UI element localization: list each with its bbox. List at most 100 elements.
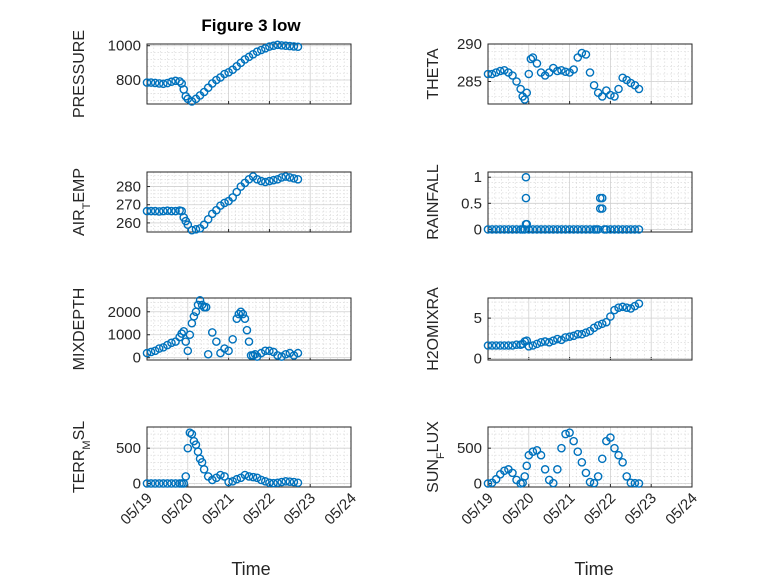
data-point bbox=[171, 206, 180, 216]
x-tick-label: 05/21 bbox=[540, 490, 579, 529]
data-point bbox=[593, 321, 603, 330]
data-point bbox=[557, 443, 566, 453]
data-point bbox=[589, 478, 599, 488]
data-point bbox=[256, 45, 266, 55]
data-point bbox=[500, 225, 509, 234]
data-point bbox=[569, 225, 578, 234]
data-point bbox=[228, 477, 237, 486]
data-point bbox=[167, 77, 176, 87]
data-point bbox=[220, 198, 229, 208]
data-point bbox=[273, 174, 282, 184]
data-point bbox=[524, 69, 534, 79]
data-point bbox=[269, 175, 278, 185]
data-point bbox=[154, 479, 164, 488]
data-point bbox=[244, 472, 254, 481]
data-point bbox=[487, 341, 497, 350]
data-point bbox=[540, 225, 550, 234]
data-point bbox=[483, 225, 493, 234]
y-tick-label: 0 bbox=[133, 475, 141, 492]
data-point bbox=[536, 450, 546, 460]
data-point bbox=[569, 436, 578, 446]
data-point bbox=[548, 225, 558, 234]
data-point bbox=[508, 341, 517, 350]
data-point bbox=[491, 68, 501, 77]
axes-border bbox=[487, 426, 693, 488]
data-point bbox=[261, 477, 270, 486]
data-point bbox=[512, 340, 521, 350]
data-point bbox=[577, 48, 587, 58]
y-tick-label: 500 bbox=[116, 440, 141, 457]
axes-border bbox=[146, 171, 352, 233]
data-point bbox=[175, 77, 184, 86]
data-point bbox=[285, 173, 295, 182]
data-point bbox=[250, 349, 260, 359]
data-point bbox=[256, 176, 266, 186]
data-point bbox=[520, 225, 530, 234]
data-point bbox=[626, 225, 636, 234]
y-axis-label: MIXDEPTH bbox=[71, 288, 88, 371]
y-tick-label: 280 bbox=[116, 179, 141, 196]
data-point bbox=[293, 478, 303, 488]
data-point bbox=[491, 341, 501, 350]
data-point bbox=[528, 225, 538, 234]
data-point bbox=[183, 346, 193, 356]
y-axis-label: THETA bbox=[425, 48, 442, 100]
y-tick-label: 0 bbox=[474, 221, 482, 238]
data-point bbox=[522, 88, 532, 98]
data-point bbox=[242, 325, 252, 335]
data-point bbox=[183, 220, 193, 230]
data-point bbox=[528, 447, 538, 457]
y-axis-label: SUNFLUX bbox=[425, 421, 447, 493]
data-point bbox=[561, 429, 570, 439]
data-point bbox=[626, 478, 636, 488]
data-point bbox=[581, 328, 591, 337]
data-point bbox=[154, 79, 164, 88]
y-tick-label: 1000 bbox=[108, 327, 141, 344]
data-point bbox=[606, 433, 615, 442]
data-point bbox=[265, 346, 274, 356]
data-point bbox=[154, 344, 164, 353]
data-point bbox=[634, 299, 644, 308]
data-point bbox=[228, 193, 237, 202]
panel-7: 05/19 05/20 05/21 05/22 05/23 05/24 0 500 TERRMS… bbox=[71, 421, 360, 529]
data-point bbox=[293, 42, 303, 52]
data-point bbox=[220, 69, 229, 79]
data-point bbox=[540, 465, 550, 474]
data-point bbox=[522, 336, 532, 345]
data-point bbox=[597, 319, 607, 329]
data-point bbox=[565, 225, 574, 234]
data-point bbox=[614, 303, 623, 312]
data-point bbox=[277, 477, 286, 487]
data-point bbox=[163, 78, 172, 88]
data-point bbox=[187, 225, 197, 235]
data-point bbox=[146, 347, 156, 357]
y-tick-label: 5 bbox=[474, 310, 482, 327]
data-point bbox=[289, 42, 299, 51]
data-point bbox=[154, 207, 164, 216]
data-point bbox=[201, 302, 211, 312]
data-point bbox=[181, 91, 191, 101]
data-point bbox=[232, 474, 242, 484]
data-point bbox=[487, 225, 497, 234]
data-point bbox=[228, 335, 237, 344]
data-point bbox=[618, 302, 627, 312]
data-point bbox=[146, 78, 156, 87]
data-point bbox=[528, 341, 538, 350]
y-tick-label: 0.5 bbox=[461, 195, 482, 212]
data-point bbox=[238, 309, 248, 319]
data-point bbox=[524, 225, 534, 234]
data-point bbox=[195, 295, 205, 305]
data-point bbox=[561, 225, 570, 234]
data-point bbox=[232, 314, 242, 323]
data-point bbox=[504, 341, 513, 350]
data-point bbox=[216, 470, 225, 480]
data-point bbox=[500, 466, 509, 476]
data-point bbox=[159, 206, 168, 216]
data-point bbox=[557, 225, 566, 234]
data-point bbox=[565, 332, 574, 341]
data-point bbox=[146, 206, 156, 216]
panel-8: 05/19 05/20 05/21 05/22 05/23 05/24 0 500 SUNFLU… bbox=[425, 421, 701, 529]
y-tick-label: 2000 bbox=[108, 304, 141, 321]
data-point bbox=[265, 42, 274, 51]
